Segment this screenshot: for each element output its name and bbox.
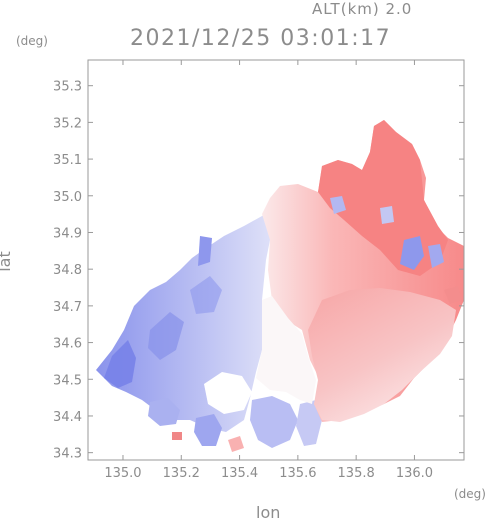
x-tick-label: 135.6 — [279, 466, 316, 481]
aliased-spot — [228, 436, 244, 452]
x-tick-label: 135.4 — [221, 466, 258, 481]
aliased-spot — [172, 432, 182, 440]
y-tick-label: 35.3 — [53, 80, 82, 95]
velocity-field — [96, 120, 464, 452]
x-axis-label: lon — [256, 503, 281, 522]
approaching-core — [190, 276, 222, 314]
x-unit-label: (deg) — [454, 487, 486, 501]
y-tick-label: 34.8 — [53, 263, 82, 278]
x-tick-label: 135.8 — [338, 466, 375, 481]
y-tick-label: 34.9 — [53, 226, 82, 241]
y-tick-label: 34.3 — [53, 447, 82, 462]
y-tick-label: 35.2 — [53, 116, 82, 131]
aliased-spot — [444, 286, 462, 304]
y-tick-label: 34.4 — [53, 410, 82, 425]
y-tick-label: 35.0 — [53, 190, 82, 205]
x-tick-label: 136.0 — [396, 466, 433, 481]
y-tick-label: 34.5 — [53, 373, 82, 388]
approaching-fragment — [194, 414, 222, 446]
receding-south — [308, 288, 456, 422]
timestamp-title: 2021/12/25 03:01:17 — [130, 26, 392, 51]
x-tick-label: 135.0 — [104, 466, 141, 481]
aliased-spot — [428, 244, 444, 268]
approaching-fragment — [250, 396, 298, 448]
aliased-spot — [380, 206, 394, 224]
plot-frame — [87, 59, 465, 461]
y-tick-label: 35.1 — [53, 153, 82, 168]
y-tick-label: 34.6 — [53, 337, 82, 352]
y-ticks: 34.3 34.4 34.5 34.6 34.7 34.8 34.9 35.0 35.1 35.2… — [53, 80, 464, 462]
approaching-core — [148, 312, 184, 360]
approaching-fragment — [296, 400, 322, 446]
y-tick-label: 34.7 — [53, 300, 82, 315]
altitude-label: ALT(km) 2.0 — [312, 0, 413, 18]
x-tick-label: 135.2 — [163, 466, 200, 481]
aliased-spot — [330, 196, 346, 214]
approaching-fragment — [148, 398, 180, 426]
approaching-core — [104, 340, 136, 388]
x-ticks: 135.0 135.2 135.4 135.6 135.8 136.0 — [104, 60, 433, 481]
receding-core — [318, 120, 448, 276]
approaching-fragment — [198, 236, 212, 266]
aliased-spot — [400, 236, 424, 270]
no-data-gap — [204, 372, 252, 414]
y-unit-label: (deg) — [16, 34, 48, 48]
near-zero-band — [256, 296, 316, 404]
